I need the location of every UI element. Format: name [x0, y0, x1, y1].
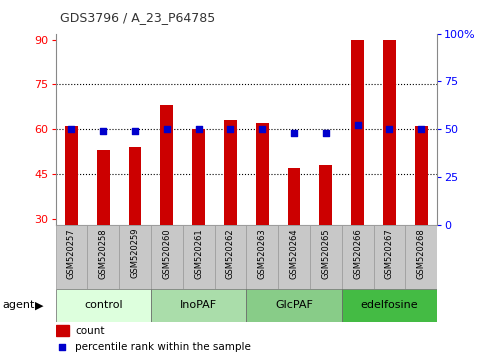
Bar — [87, 225, 119, 289]
Point — [354, 122, 361, 128]
Bar — [246, 289, 342, 322]
Point — [385, 126, 393, 132]
Text: GlcPAF: GlcPAF — [275, 300, 313, 310]
Bar — [415, 126, 427, 225]
Text: GSM520265: GSM520265 — [321, 228, 330, 279]
Bar — [405, 225, 437, 289]
Bar — [224, 120, 237, 225]
Bar — [56, 225, 87, 289]
Point — [290, 130, 298, 136]
Text: control: control — [84, 300, 123, 310]
Text: GSM520267: GSM520267 — [385, 228, 394, 279]
Text: GDS3796 / A_23_P64785: GDS3796 / A_23_P64785 — [60, 11, 215, 24]
Bar — [256, 123, 269, 225]
Bar — [151, 289, 246, 322]
Text: percentile rank within the sample: percentile rank within the sample — [75, 342, 251, 352]
Bar — [119, 225, 151, 289]
Text: GSM520258: GSM520258 — [99, 228, 108, 279]
Bar — [351, 40, 364, 225]
Bar — [342, 289, 437, 322]
Text: GSM520257: GSM520257 — [67, 228, 76, 279]
Bar — [160, 105, 173, 225]
Text: ▶: ▶ — [35, 300, 44, 310]
Point — [417, 126, 425, 132]
Point — [99, 128, 107, 134]
Point — [58, 344, 66, 350]
Bar — [246, 225, 278, 289]
Point — [322, 130, 330, 136]
Bar — [128, 147, 142, 225]
Text: GSM520266: GSM520266 — [353, 228, 362, 279]
Text: GSM520263: GSM520263 — [258, 228, 267, 279]
Point — [227, 126, 234, 132]
Bar — [56, 289, 151, 322]
Point — [163, 126, 170, 132]
Text: InoPAF: InoPAF — [180, 300, 217, 310]
Bar — [65, 126, 78, 225]
Bar — [319, 165, 332, 225]
Bar — [151, 225, 183, 289]
Bar — [56, 325, 69, 336]
Bar — [278, 225, 310, 289]
Point — [258, 126, 266, 132]
Bar — [373, 225, 405, 289]
Text: GSM520262: GSM520262 — [226, 228, 235, 279]
Bar — [97, 150, 110, 225]
Point — [195, 126, 202, 132]
Text: GSM520264: GSM520264 — [289, 228, 298, 279]
Bar — [214, 225, 246, 289]
Bar — [288, 168, 300, 225]
Bar — [310, 225, 342, 289]
Point — [68, 126, 75, 132]
Bar — [183, 225, 214, 289]
Bar — [383, 40, 396, 225]
Text: GSM520259: GSM520259 — [130, 228, 140, 279]
Text: GSM520261: GSM520261 — [194, 228, 203, 279]
Bar — [342, 225, 373, 289]
Text: agent: agent — [2, 300, 35, 310]
Text: GSM520268: GSM520268 — [417, 228, 426, 279]
Point — [131, 128, 139, 134]
Text: GSM520260: GSM520260 — [162, 228, 171, 279]
Text: edelfosine: edelfosine — [361, 300, 418, 310]
Text: count: count — [75, 326, 105, 336]
Bar — [192, 129, 205, 225]
